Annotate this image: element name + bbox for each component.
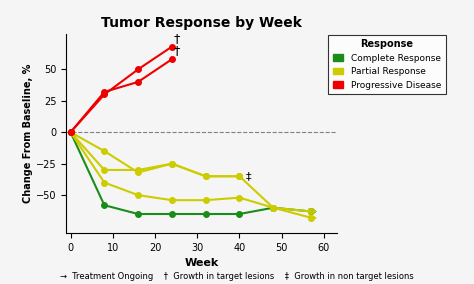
Text: ‡: ‡ — [246, 171, 251, 181]
X-axis label: Week: Week — [184, 258, 219, 268]
Text: †: † — [174, 44, 181, 57]
Text: †: † — [174, 32, 181, 45]
Y-axis label: Change From Baseline, %: Change From Baseline, % — [23, 64, 33, 203]
Text: →  Treatment Ongoing    †  Growth in target lesions    ‡  Growth in non target l: → Treatment Ongoing † Growth in target l… — [60, 272, 414, 281]
Title: Tumor Response by Week: Tumor Response by Week — [101, 16, 302, 30]
Legend: Complete Response, Partial Response, Progressive Disease: Complete Response, Partial Response, Pro… — [328, 35, 446, 94]
